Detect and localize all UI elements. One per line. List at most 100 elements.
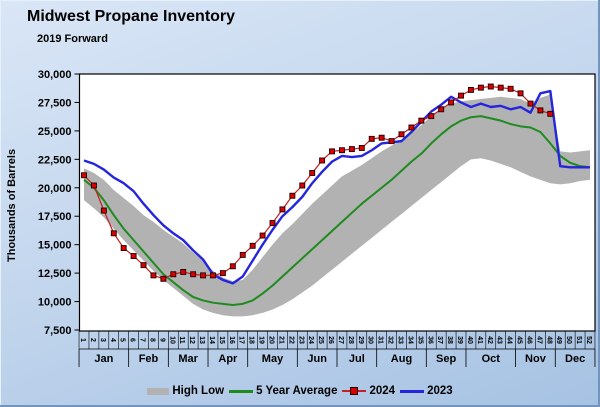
week-number-label: 23 — [297, 336, 304, 344]
week-number-label: 9 — [158, 338, 165, 342]
series-2024-marker — [299, 182, 306, 189]
series-2024-marker — [547, 110, 554, 117]
week-number-label: 43 — [496, 336, 503, 344]
week-number-label: 38 — [446, 336, 453, 344]
series-2024-marker — [150, 272, 157, 279]
week-number-label: 3 — [99, 338, 106, 342]
week-number-label: 39 — [456, 336, 463, 344]
week-number-label: 25 — [317, 336, 324, 344]
month-label: Aug — [391, 353, 412, 365]
month-label: May — [262, 353, 284, 365]
week-number-label: 24 — [307, 336, 314, 344]
week-number-label: 27 — [337, 336, 344, 344]
series-5yr-average-line — [83, 115, 591, 306]
y-tick-label: 17,500 — [38, 211, 72, 223]
legend-label-2023: 2023 — [427, 385, 453, 397]
series-2024-marker — [438, 106, 445, 113]
week-number-label: 26 — [327, 336, 334, 344]
week-number-label: 6 — [129, 338, 136, 342]
series-2024-marker — [368, 135, 375, 142]
month-label: Jul — [349, 353, 365, 365]
series-2024-marker — [477, 84, 484, 91]
week-number-label: 48 — [545, 336, 552, 344]
week-number-label: 8 — [148, 338, 155, 342]
series-2024-marker — [527, 100, 534, 107]
series-2024-marker — [259, 232, 266, 239]
legend-label-high-low: High Low — [172, 385, 225, 397]
month-label: Oct — [482, 353, 501, 365]
week-number-label: 7 — [139, 338, 146, 342]
week-number-label: 10 — [168, 336, 175, 344]
series-2024-marker — [388, 138, 395, 145]
y-tick-label: 20,000 — [38, 183, 72, 195]
series-2024-marker — [348, 146, 355, 153]
week-number-label: 47 — [535, 336, 542, 344]
chart-title: Midwest Propane Inventory — [27, 8, 236, 25]
week-number-label: 31 — [377, 336, 384, 344]
series-2024-marker — [378, 134, 385, 141]
month-label: Jan — [94, 353, 113, 365]
legend-label-2024: 2024 — [369, 385, 396, 397]
y-tick-label: 15,000 — [38, 240, 72, 252]
month-label: Apr — [218, 353, 238, 365]
week-number-label: 13 — [198, 336, 205, 344]
5yr-average-line-icon — [229, 389, 254, 393]
week-number-label: 51 — [575, 336, 582, 344]
week-number-label: 32 — [387, 336, 394, 344]
week-number-label: 50 — [565, 336, 572, 344]
legend-item-2024: 2024 — [342, 385, 395, 397]
week-number-label: 42 — [486, 336, 493, 344]
week-number-label: 11 — [178, 336, 185, 344]
week-number-label: 5 — [119, 338, 126, 342]
week-number-label: 21 — [277, 336, 284, 344]
series-2024-marker — [160, 275, 167, 282]
2024-marker-line-icon — [342, 387, 367, 395]
series-2024-marker — [319, 157, 326, 164]
month-label: Mar — [178, 353, 198, 365]
legend-item-high-low: High Low — [147, 385, 224, 397]
legend-label-5yr-average: 5 Year Average — [256, 385, 338, 397]
series-2024-marker — [517, 90, 524, 97]
2023-line-icon — [400, 389, 425, 393]
series-2024-marker — [418, 117, 425, 124]
week-number-label: 34 — [406, 336, 413, 344]
series-2024-marker — [537, 107, 544, 114]
week-number-label: 4 — [109, 338, 116, 342]
y-tick-label: 27,500 — [38, 97, 72, 109]
series-2024-marker — [249, 242, 256, 249]
week-number-label: 52 — [585, 336, 592, 344]
series-2024-marker — [289, 192, 296, 199]
series-2024-marker — [229, 263, 236, 270]
series-2023-line — [83, 89, 590, 285]
week-number-label: 33 — [396, 336, 403, 344]
series-2024-marker — [507, 85, 514, 92]
week-number-label: 29 — [357, 336, 364, 344]
week-number-label: 1 — [79, 338, 86, 342]
month-label: Sep — [436, 353, 456, 365]
month-label: Dec — [565, 353, 585, 365]
series-2024-marker — [219, 270, 226, 277]
series-2024-marker — [239, 251, 246, 258]
high-low-swatch-icon — [147, 387, 170, 395]
series-2024-marker — [467, 86, 474, 93]
month-label: Jun — [307, 353, 327, 365]
series-2024-marker — [428, 113, 435, 120]
week-number-label: 22 — [287, 336, 294, 344]
high-low-band — [84, 94, 590, 317]
week-number-label: 20 — [268, 336, 275, 344]
week-number-label: 18 — [248, 336, 255, 344]
chart-subtitle: 2019 Forward — [37, 33, 108, 45]
week-number-label: 49 — [555, 336, 562, 344]
month-label: Nov — [525, 353, 547, 365]
week-number-label: 46 — [525, 336, 532, 344]
y-tick-label: 25,000 — [38, 126, 72, 138]
series-2024-marker — [81, 172, 87, 179]
series-2024-marker — [110, 230, 117, 237]
series-2024-marker — [210, 272, 216, 279]
series-2024-marker — [408, 124, 415, 131]
week-number-label: 37 — [436, 336, 443, 344]
legend-item-2023: 2023 — [400, 385, 453, 397]
y-tick-label: 22,500 — [38, 154, 72, 166]
